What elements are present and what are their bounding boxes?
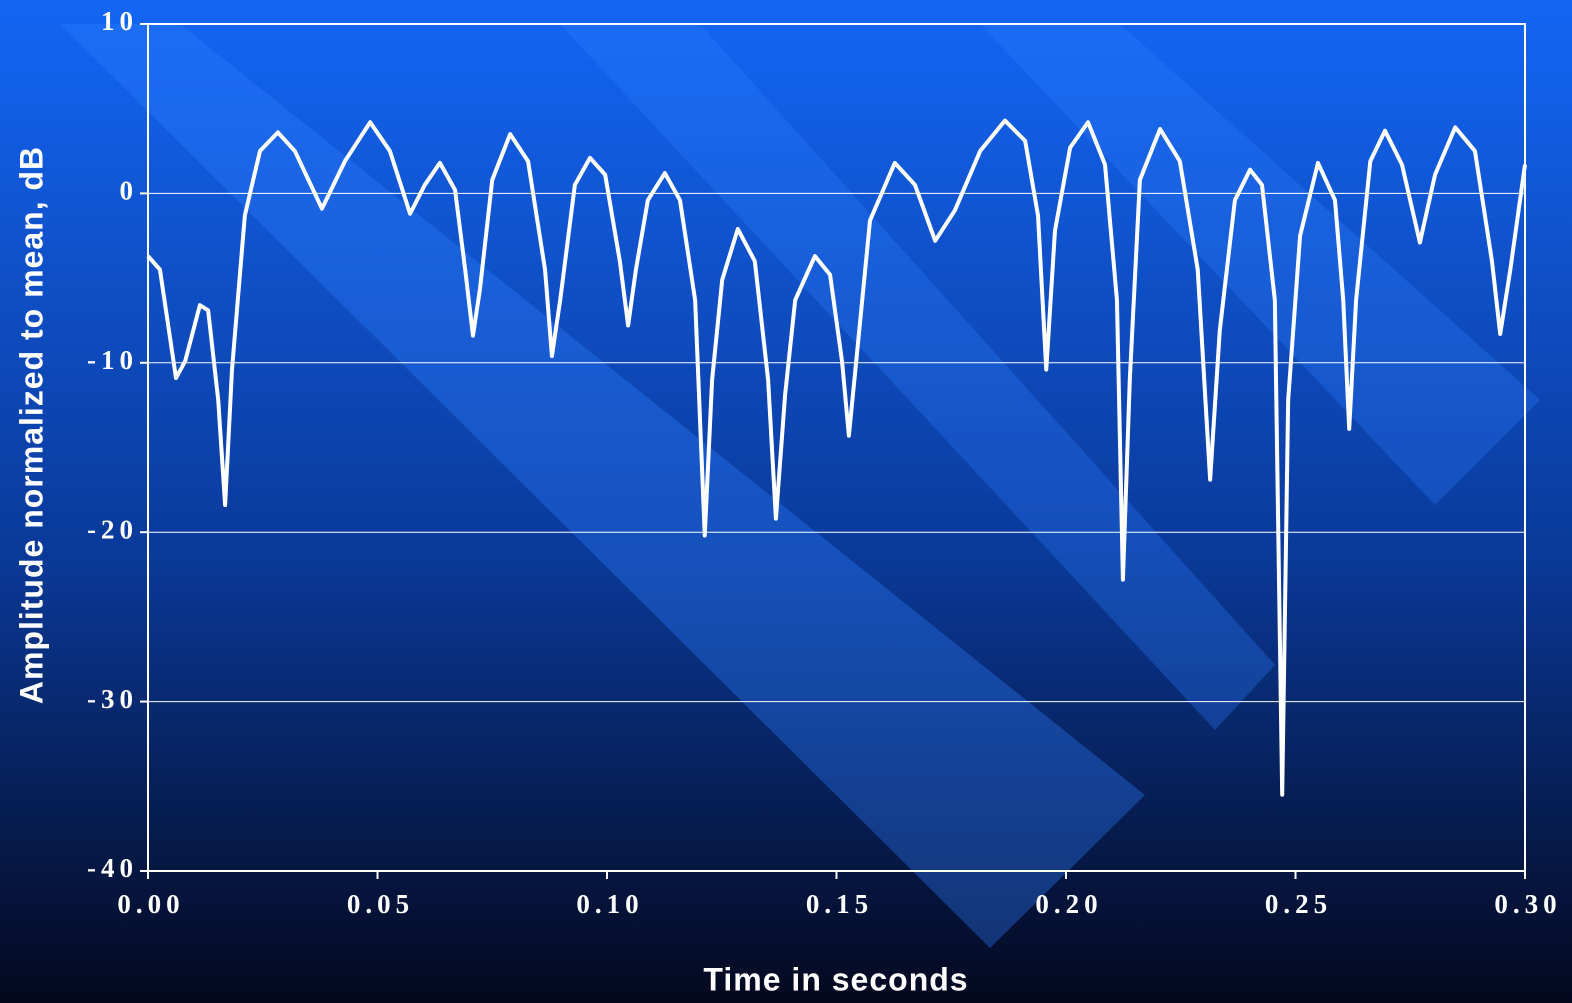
y-tick-label: -30	[87, 684, 138, 714]
x-tick-label: 0.05	[347, 889, 414, 919]
x-tick-label: 0.30	[1494, 889, 1561, 919]
decoration	[560, 24, 1275, 730]
x-tick-label: 0.10	[576, 889, 643, 919]
y-axis-title: Amplitude normalized to mean, dB	[13, 146, 49, 704]
decoration	[60, 24, 1145, 948]
y-tick-label: -10	[87, 345, 138, 375]
y-tick-label: 10	[101, 6, 138, 36]
y-tick-label: -40	[87, 853, 138, 883]
decoration	[980, 24, 1540, 505]
x-tick-label: 0.00	[117, 889, 184, 919]
x-axis-title: Time in seconds	[703, 961, 968, 997]
x-tick-label: 0.15	[806, 889, 873, 919]
y-tick-label: -20	[87, 514, 138, 544]
y-tick-label: 0	[120, 176, 139, 206]
x-tick-label: 0.25	[1265, 889, 1332, 919]
x-tick-label: 0.20	[1035, 889, 1102, 919]
data-line	[146, 118, 1527, 797]
plot-frame	[147, 23, 1526, 872]
